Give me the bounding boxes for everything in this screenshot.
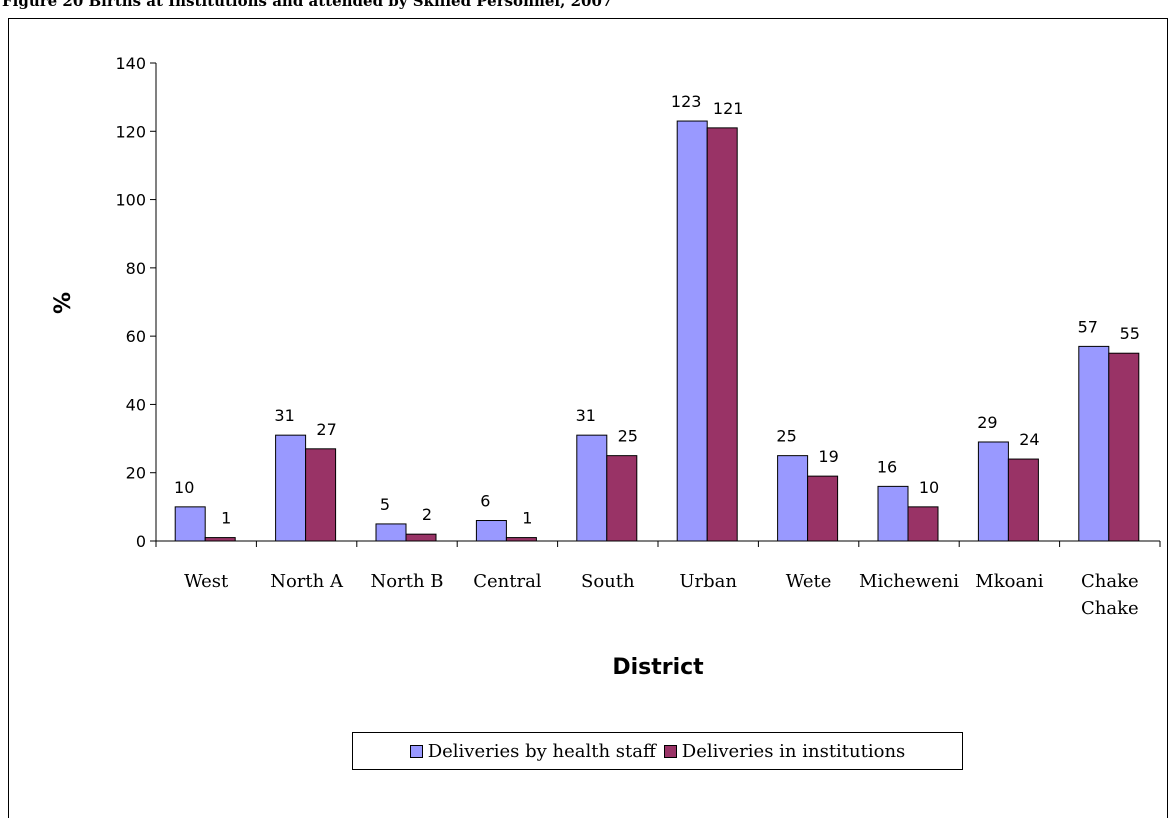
bar-1 [576, 434, 608, 542]
bar-2 [405, 533, 437, 542]
data-label: 2 [422, 505, 432, 524]
figure-caption: Figure 20 Births at Institutions and att… [2, 0, 613, 10]
legend-item-series-1: Deliveries by health staff [409, 740, 656, 762]
category-label: Micheweni [859, 571, 959, 592]
bar-2 [706, 127, 738, 542]
y-tick-label: 120 [115, 122, 146, 141]
bar-2 [505, 537, 537, 542]
data-label: 27 [316, 420, 336, 439]
category-label: North A [270, 571, 344, 592]
data-label: 1 [522, 509, 532, 528]
legend-label-series-2: Deliveries in institutions [681, 740, 906, 762]
bar-1 [777, 455, 809, 542]
y-tick-label: 80 [126, 259, 146, 278]
y-tick-label: 40 [126, 395, 146, 414]
data-label: 121 [713, 99, 744, 118]
bar-2 [305, 448, 337, 542]
data-label: 19 [818, 447, 838, 466]
bar-2 [907, 506, 939, 542]
y-axis-title: % [51, 292, 76, 314]
data-label: 10 [174, 478, 194, 497]
category-label: North B [371, 571, 444, 592]
chart-frame [8, 18, 1168, 818]
bar-2 [606, 455, 638, 542]
y-tick-label: 20 [126, 464, 146, 483]
data-label: 57 [1078, 317, 1098, 336]
category-label: Mkoani [975, 571, 1043, 592]
bar-2 [204, 537, 236, 542]
bar-1 [174, 506, 206, 542]
bar-2 [1108, 352, 1140, 542]
category-label: Urban [679, 571, 737, 592]
category-label: Wete [786, 571, 832, 592]
bar-1 [676, 120, 708, 542]
bar-2 [807, 475, 839, 542]
category-label: Central [473, 571, 542, 592]
y-tick-label: 100 [115, 191, 146, 210]
bar-1 [1078, 345, 1110, 542]
category-label: South [581, 571, 635, 592]
data-label: 25 [776, 427, 796, 446]
data-label: 5 [380, 495, 390, 514]
data-label: 31 [274, 406, 294, 425]
data-label: 6 [480, 492, 490, 511]
bar-1 [877, 485, 909, 542]
y-tick-label: 0 [136, 532, 146, 551]
category-label: Chake Chake [1081, 571, 1139, 619]
data-label: 31 [576, 406, 596, 425]
data-label: 25 [618, 427, 638, 446]
bar-1 [275, 434, 307, 542]
data-label: 1 [221, 509, 231, 528]
bar-1 [977, 441, 1009, 542]
data-label: 10 [919, 478, 939, 497]
x-axis: West North A North B Central South Urban Wete M… [184, 571, 1139, 619]
data-label: 16 [877, 457, 897, 476]
legend: Deliveries by health staff Deliveries in… [352, 732, 963, 770]
legend-swatch-series-1 [409, 744, 423, 758]
data-label: 24 [1019, 430, 1039, 449]
legend-label-series-1: Deliveries by health staff [427, 740, 656, 762]
bar-2 [1007, 458, 1039, 542]
category-label: West [184, 571, 229, 592]
x-axis-title: District [612, 655, 704, 680]
data-labels: 10 1 31 27 5 2 6 1 31 25 123 121 25 19 16 10 29 24 57 55 [174, 92, 1140, 528]
data-label: 29 [977, 413, 997, 432]
bars [174, 120, 1140, 542]
data-label: 55 [1120, 324, 1140, 343]
y-tick-label: 140 [115, 54, 146, 73]
legend-item-series-2: Deliveries in institutions [663, 740, 906, 762]
bar-1 [375, 523, 407, 542]
bar-1 [475, 520, 507, 542]
y-tick-label: 60 [126, 327, 146, 346]
legend-swatch-series-2 [663, 744, 677, 758]
data-label: 123 [671, 92, 702, 111]
